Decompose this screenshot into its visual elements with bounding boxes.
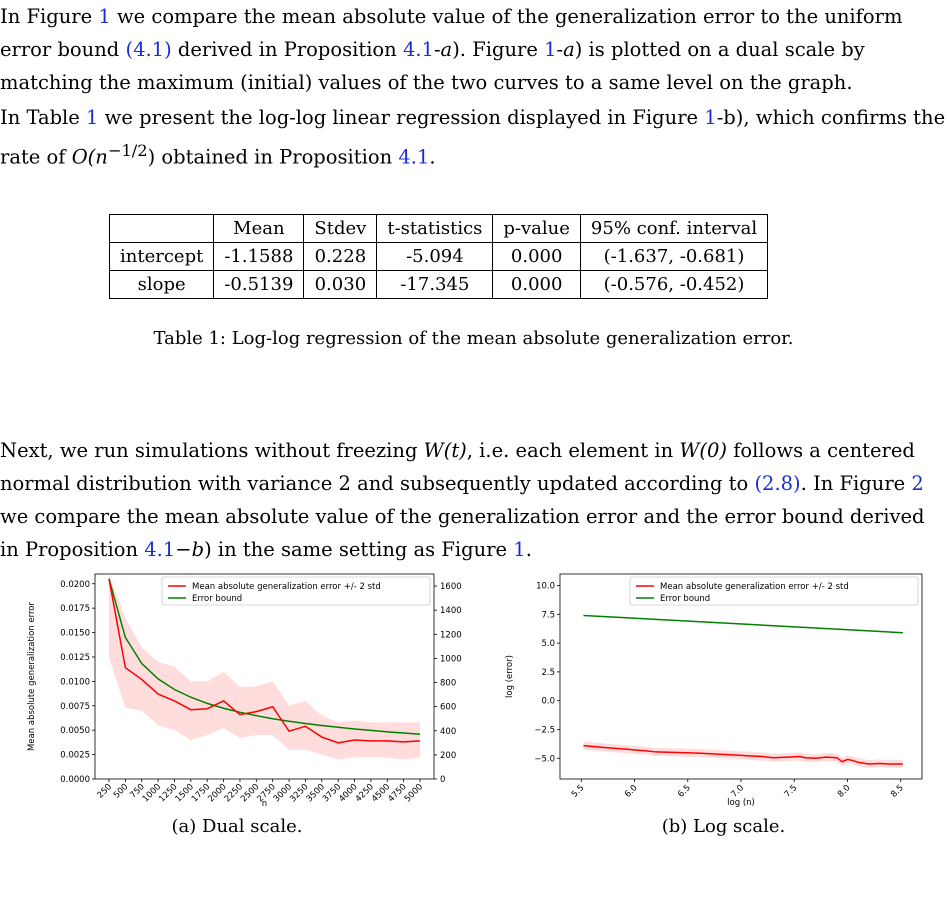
table-header-cell: Stdev [303, 214, 378, 243]
proposition-ref[interactable]: 4.1 [402, 38, 434, 61]
y2-tick-label: 1400 [440, 606, 462, 616]
y2-tick-label: 1000 [440, 654, 462, 664]
y2-tick-label: 0 [440, 775, 445, 785]
y2-tick-label: 600 [440, 703, 456, 713]
table-cell: -17.345 [376, 270, 494, 299]
y-tick-label: 10.0 [536, 582, 555, 592]
x-tick-label: 8.0 [836, 783, 853, 800]
error-band [109, 574, 420, 760]
paragraph-1: In Figure 1 we compare the mean absolute… [0, 5, 903, 94]
table-cell: (-0.576, -0.452) [579, 270, 769, 299]
y-axis-label: Mean absolute generalization error [27, 601, 37, 751]
x-tick-label: 5000 [403, 782, 425, 804]
table-cell: intercept [108, 242, 215, 271]
y-tick-label: 0.0 [541, 697, 555, 707]
y2-tick-label: 800 [440, 679, 456, 689]
legend-label-mean-error: Mean absolute generalization error +/- 2… [660, 582, 849, 592]
table-header-cell: 95% conf. interval [579, 214, 769, 243]
y-tick-label: 0.0150 [60, 629, 90, 639]
table-row: intercept -1.1588 0.228 -5.094 0.000 (-1… [108, 242, 769, 271]
x-tick-label: 7.5 [783, 783, 800, 800]
figure-ref[interactable]: 1 [513, 538, 526, 561]
table-header-cell: p-value [492, 214, 581, 243]
paragraph-2: In Table 1 we present the log-log linear… [0, 106, 946, 169]
table-cell: 0.228 [303, 242, 378, 271]
equation-ref[interactable]: (4.1) [125, 38, 172, 61]
y-tick-label: 2.5 [541, 668, 555, 678]
figure-ref[interactable]: 1 [544, 38, 557, 61]
y2-tick-label: 200 [440, 751, 456, 761]
y-tick-label: 5.0 [541, 639, 555, 649]
legend-label-mean-error: Mean absolute generalization error +/- 2… [192, 582, 381, 592]
chart-log-scale: −5.0−2.50.02.55.07.510.05.5 6.0 6.5 7.0 7.5 8… [505, 573, 923, 807]
x-tick-label: 6.0 [623, 783, 640, 800]
y-tick-label: 0.0200 [60, 580, 90, 590]
table-cell: 0.000 [492, 270, 581, 299]
x-tick-label: 6.5 [676, 783, 693, 800]
x-axis-label: n [262, 799, 267, 807]
table-cell: 0.030 [303, 270, 378, 299]
x-tick-label: 500 [112, 782, 131, 801]
y-tick-label: 0.0125 [60, 653, 90, 663]
table-cell: -1.1588 [213, 242, 305, 271]
x-tick-label: 250 [96, 782, 115, 801]
y-tick-label: 0.0000 [60, 775, 90, 785]
table-cell: slope [108, 270, 215, 299]
y-tick-label: −2.5 [534, 725, 555, 735]
legend-label-error-bound: Error bound [660, 594, 710, 604]
legend-box [161, 576, 431, 606]
table-cell: -0.5139 [213, 270, 305, 299]
figure-caption-b: (b) Log scale. [661, 816, 786, 837]
table-ref[interactable]: 1 [86, 106, 99, 129]
figure-ref[interactable]: 1 [98, 5, 111, 28]
y2-tick-label: 1200 [440, 630, 462, 640]
series-line-error-bound [583, 614, 903, 634]
table-cell: (-1.637, -0.681) [579, 242, 769, 271]
y-tick-label: 0.0025 [60, 751, 90, 761]
x-tick-label: 5.5 [570, 783, 587, 800]
table-cell: -5.094 [376, 242, 494, 271]
series-line-error-bound [108, 578, 421, 736]
table-cell: 0.000 [492, 242, 581, 271]
y-tick-label: 0.0100 [60, 677, 90, 687]
table-header-row: Mean Stdev t-statistics p-value 95% conf… [108, 214, 769, 243]
y-axis-label: log (error) [505, 655, 515, 698]
paragraph-3: Next, we run simulations without freezin… [0, 439, 925, 561]
figure-caption-a: (a) Dual scale. [171, 816, 303, 837]
y-tick-label: 0.0175 [60, 604, 90, 614]
figure-ref[interactable]: 1 [704, 106, 717, 129]
y-tick-label: −5.0 [534, 754, 555, 764]
legend-box [629, 576, 919, 606]
x-tick-label: 8.5 [889, 783, 906, 800]
table-row: slope -0.5139 0.030 -17.345 0.000 (-0.57… [108, 270, 769, 299]
table-header-cell: Mean [213, 214, 305, 243]
x-axis-label: log (n) [727, 798, 755, 807]
table-header-cell [108, 214, 215, 243]
y-tick-label: 0.0050 [60, 726, 90, 736]
proposition-ref[interactable]: 4.1 [398, 145, 430, 169]
table-caption: Table 1: Log-log regression of the mean … [153, 328, 794, 349]
series-line-mean-error [108, 578, 421, 744]
table-header-cell: t-statistics [376, 214, 494, 243]
equation-ref[interactable]: (2.8) [754, 472, 801, 495]
y-tick-label: 0.0075 [60, 702, 90, 712]
regression-table: Mean Stdev t-statistics p-value 95% conf… [108, 214, 769, 299]
plot-frame [94, 573, 435, 780]
legend-label-error-bound: Error bound [192, 594, 242, 604]
y2-tick-label: 400 [440, 727, 456, 737]
series-line-mean-error [583, 744, 903, 765]
chart-dual-scale: 0.0000 0.0025 0.0050 0.0075 0.0100 0.0125 0.01… [27, 573, 462, 807]
proposition-ref[interactable]: 4.1 [144, 538, 176, 561]
y2-tick-label: 1600 [440, 582, 462, 592]
figure-ref[interactable]: 2 [911, 472, 924, 495]
y-tick-label: 7.5 [541, 610, 555, 620]
